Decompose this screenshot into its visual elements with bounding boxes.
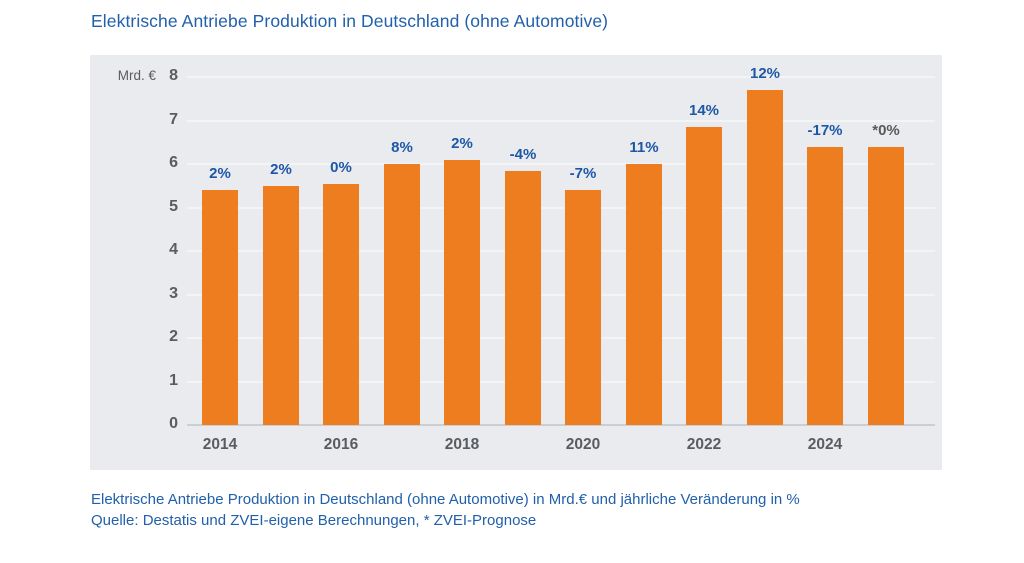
caption-line-1: Elektrische Antriebe Produktion in Deuts… xyxy=(91,491,800,508)
gridline xyxy=(187,119,935,122)
y-tick-label: 0 xyxy=(169,415,178,432)
x-tick-label-2014: 2014 xyxy=(202,436,238,453)
bar-2022 xyxy=(686,127,722,425)
x-axis-baseline xyxy=(187,424,935,426)
caption-line-2: Quelle: Destatis und ZVEI-eigene Berechn… xyxy=(91,512,537,529)
gridline xyxy=(187,250,935,252)
x-tick-label-2022: 2022 xyxy=(686,436,722,453)
y-tick-label: 4 xyxy=(169,241,178,258)
bar-2018 xyxy=(444,160,480,425)
bar-2023 xyxy=(747,90,783,425)
y-tick-label: 8 xyxy=(169,67,178,84)
y-axis-unit-label: Mrd. € xyxy=(117,68,156,83)
y-tick-label: 2 xyxy=(169,328,178,345)
caption: Elektrische Antriebe Produktion in Deuts… xyxy=(91,489,800,531)
y-tick-label: 1 xyxy=(169,371,178,389)
bar-2020 xyxy=(565,190,601,425)
bar-change-label-2022: 14% xyxy=(688,102,720,119)
bar-2021 xyxy=(626,164,662,425)
chart-panel: Mrd. € 0 1 2 3 4 5 6 7 8 2% 2% 0% 8% 2% -4% -7% 11% 14% 1… xyxy=(90,55,942,470)
bar-change-label-2021: 11% xyxy=(629,139,659,156)
gridline xyxy=(187,293,935,296)
bar-change-label-2023: 12% xyxy=(749,65,781,82)
gridline xyxy=(187,380,935,383)
y-tick-label: 5 xyxy=(169,197,178,215)
x-tick-label-2018: 2018 xyxy=(444,436,480,453)
bar-2025 xyxy=(868,147,904,425)
bar-change-label-2015: 2% xyxy=(270,161,292,178)
bar-change-label-2025: *0% xyxy=(872,122,900,139)
page-title: Elektrische Antriebe Produktion in Deuts… xyxy=(91,11,609,31)
gridline xyxy=(187,163,935,165)
bar-change-label-2017: 8% xyxy=(391,139,413,156)
y-tick-label: 7 xyxy=(169,110,178,128)
bar-change-label-2014: 2% xyxy=(209,165,231,182)
bar-2015 xyxy=(263,186,299,425)
bar-change-label-2024: -17% xyxy=(807,122,843,139)
bar-change-label-2019: -4% xyxy=(509,146,537,163)
gridline xyxy=(187,337,935,339)
bar-change-label-2018: 2% xyxy=(451,135,473,152)
bar-2017 xyxy=(384,164,420,425)
bar-2024 xyxy=(807,147,843,425)
bar-2016 xyxy=(323,184,359,425)
x-tick-label-2016: 2016 xyxy=(323,436,359,453)
bar-2019 xyxy=(505,171,541,425)
bar-change-label-2016: 0% xyxy=(330,159,352,176)
y-tick-label: 3 xyxy=(169,284,178,302)
gridline xyxy=(187,76,935,78)
bar-change-label-2020: -7% xyxy=(569,165,597,182)
x-tick-label-2020: 2020 xyxy=(565,436,601,453)
gridline xyxy=(187,206,935,209)
bar-2014 xyxy=(202,190,238,425)
y-tick-label: 6 xyxy=(169,154,178,171)
x-tick-label-2024: 2024 xyxy=(807,436,843,453)
